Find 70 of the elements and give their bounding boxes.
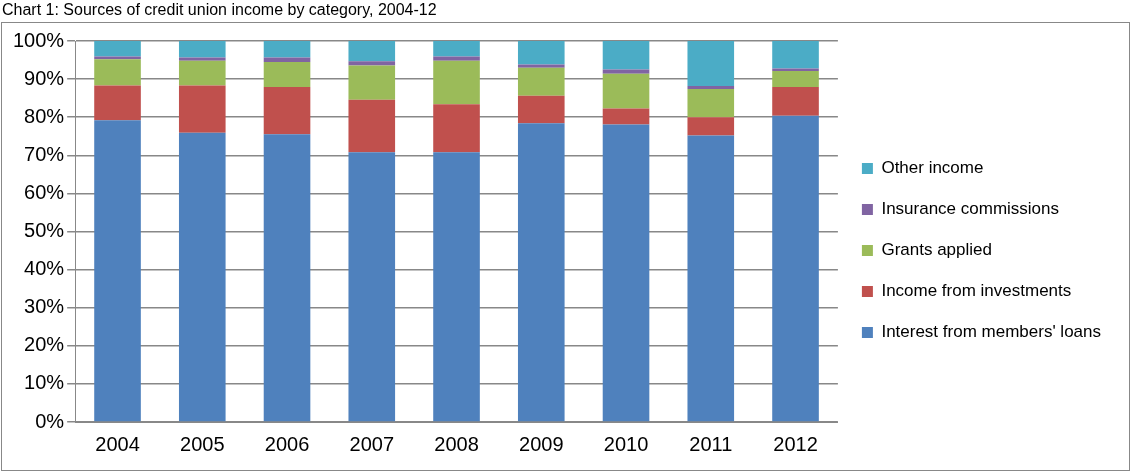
bar (178, 85, 226, 133)
bar (602, 69, 650, 74)
bar (94, 85, 141, 121)
bar (94, 120, 141, 422)
bar (348, 152, 396, 422)
bar (772, 41, 819, 69)
legend-label: Insurance commissions (881, 199, 1060, 219)
bar (517, 41, 565, 65)
y-tick-label: 40% (24, 257, 65, 280)
bar (517, 67, 565, 96)
legend-label: Other income (881, 158, 984, 178)
bar (687, 117, 735, 136)
bar (263, 61, 311, 88)
bar (263, 87, 311, 135)
bar (602, 41, 650, 70)
bar (772, 68, 819, 72)
bar (517, 64, 565, 68)
bar (772, 87, 819, 116)
x-tick-label: 2007 (349, 432, 395, 455)
bar (263, 41, 311, 58)
x-tick-label: 2004 (95, 432, 140, 455)
x-tick-label: 2011 (689, 432, 733, 455)
y-tick-label: 80% (24, 104, 65, 127)
legend-label: Interest from members' loans (881, 322, 1102, 342)
bar (772, 71, 819, 88)
bar (602, 73, 650, 109)
x-tick-label: 2005 (180, 432, 225, 455)
bar (178, 41, 226, 58)
bar (687, 85, 735, 90)
bar (772, 115, 819, 422)
bar (602, 124, 650, 422)
bar (433, 56, 480, 61)
x-tick-label: 2010 (603, 432, 649, 455)
bar (433, 41, 480, 57)
bar (433, 104, 480, 153)
y-tick-label: 100% (13, 28, 65, 51)
y-tick-label: 70% (24, 142, 65, 165)
y-tick-label: 10% (24, 371, 65, 394)
bar (602, 108, 650, 125)
x-tick-label: 2012 (773, 432, 818, 455)
legend-label: Grants applied (881, 240, 992, 260)
bar (348, 99, 396, 153)
y-tick-label: 50% (24, 219, 65, 242)
chart-title: Chart 1: Sources of credit union income by category, 2004-12 (1, 0, 438, 20)
y-tick-label: 60% (24, 180, 65, 203)
bar (348, 41, 396, 62)
bar (263, 57, 311, 62)
y-tick-label: 30% (24, 295, 65, 318)
bar (517, 95, 565, 124)
x-tick-label: 2008 (434, 432, 479, 455)
x-tick-label: 2009 (519, 432, 564, 455)
bar (348, 65, 396, 100)
bar (263, 134, 311, 422)
bar (687, 89, 735, 118)
bar (178, 60, 226, 86)
bar (433, 152, 480, 422)
y-tick-label: 20% (24, 333, 65, 356)
bar (517, 123, 565, 422)
bar (348, 61, 396, 66)
bar (178, 132, 226, 422)
x-tick-label: 2006 (264, 432, 310, 455)
bar (178, 57, 226, 61)
y-tick-label: 0% (35, 409, 65, 432)
bar (433, 60, 480, 105)
bar (687, 41, 735, 86)
bar (94, 41, 141, 57)
bar (94, 59, 141, 86)
bar (687, 135, 735, 422)
y-tick-label: 90% (24, 66, 65, 89)
legend-label: Income from investments (881, 281, 1072, 301)
